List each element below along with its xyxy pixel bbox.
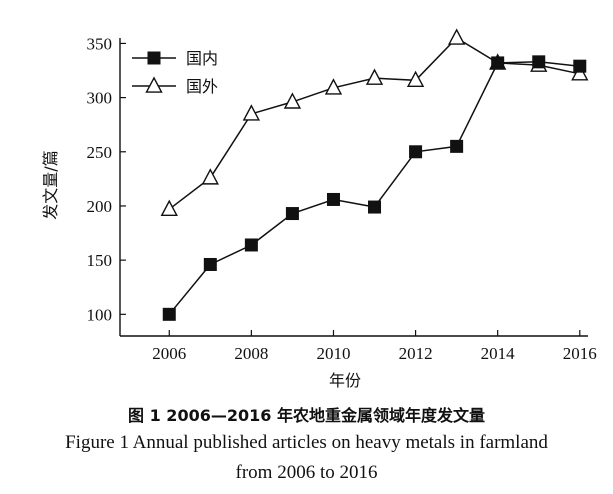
point-domestic — [203, 257, 217, 271]
point-foreign — [201, 168, 219, 185]
legend-marker-domestic — [147, 51, 161, 65]
axis-ticks: 100 150 200 250 300 350 2006 2008 2010 2012 2014 20… — [87, 34, 597, 363]
x-tick-label: 2008 — [234, 344, 268, 363]
series-line-domestic — [168, 61, 580, 315]
point-domestic — [285, 207, 299, 221]
plot-frame — [119, 38, 588, 337]
point-foreign — [406, 70, 425, 88]
y-tick-label: 250 — [87, 143, 113, 162]
legend-label-domestic: 国内 — [186, 49, 218, 68]
point-foreign — [242, 104, 261, 121]
x-tick-label: 2012 — [399, 344, 433, 363]
x-tick-label: 2010 — [316, 344, 350, 363]
figure-caption-english-line2: from 2006 to 2016 — [235, 462, 378, 483]
point-domestic — [368, 200, 382, 214]
y-tick-label: 150 — [87, 251, 113, 270]
y-tick-label: 300 — [87, 89, 113, 108]
y-tick-label: 200 — [87, 197, 113, 216]
point-domestic — [450, 139, 464, 153]
point-foreign — [324, 78, 343, 95]
point-foreign — [447, 28, 466, 45]
point-domestic — [162, 307, 176, 321]
y-tick-label: 100 — [87, 305, 113, 324]
y-axis-label: 发文量/篇 — [41, 150, 60, 219]
point-foreign — [160, 199, 178, 216]
point-domestic — [326, 192, 340, 206]
point-domestic — [244, 238, 258, 252]
x-tick-label: 2014 — [481, 344, 516, 363]
figure-caption-english-line1: Figure 1 Annual published articles on he… — [65, 432, 548, 453]
point-domestic — [573, 59, 587, 73]
point-foreign — [365, 68, 384, 85]
y-tick-label: 350 — [87, 34, 113, 53]
point-foreign — [571, 64, 589, 81]
data-markers — [160, 28, 589, 321]
legend-label-foreign: 国外 — [186, 77, 218, 96]
figure-caption-chinese: 图 1 2006—2016 年农地重金属领域年度发文量 — [128, 406, 485, 425]
point-domestic — [532, 55, 546, 69]
x-tick-label: 2006 — [152, 344, 186, 363]
point-domestic — [409, 145, 423, 159]
point-foreign — [283, 92, 302, 109]
legend-marker-foreign — [145, 76, 163, 93]
x-tick-label: 2016 — [563, 344, 597, 363]
point-domestic — [491, 56, 505, 70]
line-chart: 100 150 200 250 300 350 2006 2008 2010 2012 2014 20… — [41, 28, 597, 390]
series-line-foreign — [168, 37, 580, 210]
x-axis-label: 年份 — [329, 371, 361, 390]
